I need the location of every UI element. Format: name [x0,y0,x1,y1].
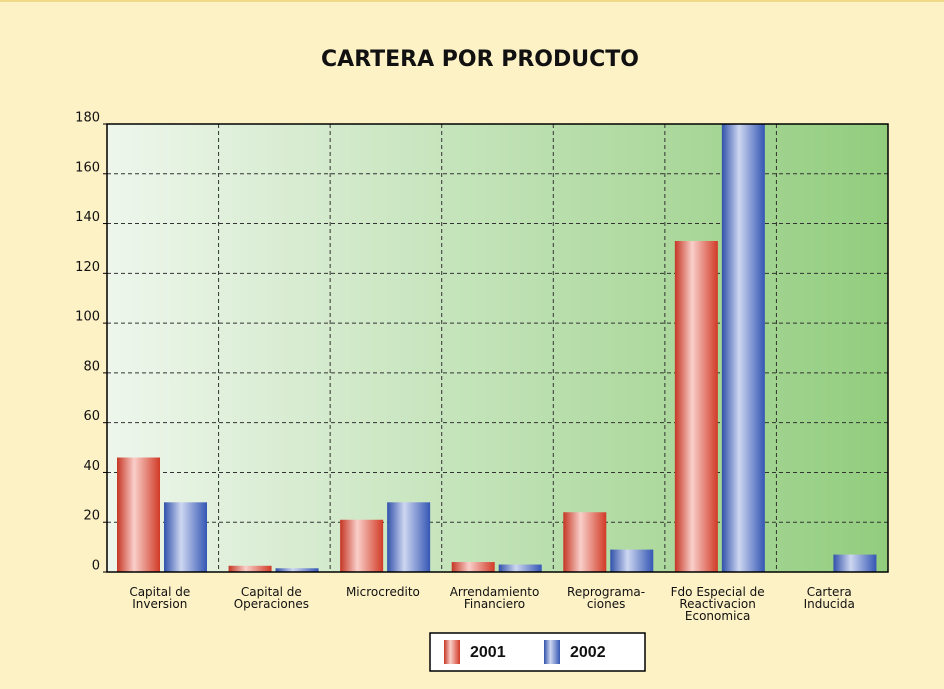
bar [451,562,495,572]
y-tick-label: 40 [83,459,100,474]
y-tick-label: 60 [83,409,100,424]
y-tick-label: 120 [75,260,100,275]
plot-border [106,123,889,573]
y-tick-label: 140 [75,210,100,225]
bar [674,240,718,572]
bar [117,457,160,572]
y-tick-label: 100 [75,310,100,325]
x-tick-label: Capital de Inversion [129,585,190,611]
bar [387,502,431,572]
bar [228,565,272,572]
x-tick-label: Reprograma-ciones [567,585,645,611]
y-tick-label: 80 [83,359,100,374]
bar [563,512,607,572]
bar [340,519,384,572]
legend-swatch [544,640,560,664]
y-tick-label: 160 [75,160,100,175]
x-tick-label: Microcredito [346,585,420,599]
chart-title: CARTERA POR PRODUCTO [321,47,639,72]
bar [610,549,654,572]
y-tick-label: 20 [83,509,100,524]
bar [833,554,877,572]
y-tick-label: 180 [75,111,100,126]
bar [275,568,319,572]
x-tick-label: Capital de Operaciones [234,585,309,611]
plot-area [107,124,888,572]
legend-swatch [444,640,460,664]
x-tick-label: Fdo Especial de Reactivacion Economica [671,585,765,623]
legend-label: 2002 [570,644,606,661]
legend-label: 2001 [470,644,506,661]
bar [164,502,207,572]
bar [498,564,542,572]
y-tick-label: 0 [92,559,100,574]
legend-box [429,632,646,672]
bar [721,124,765,572]
x-tick-label: Arrendamiento Financiero [450,585,540,611]
x-tick-label: Cartera Inducida [804,585,855,611]
